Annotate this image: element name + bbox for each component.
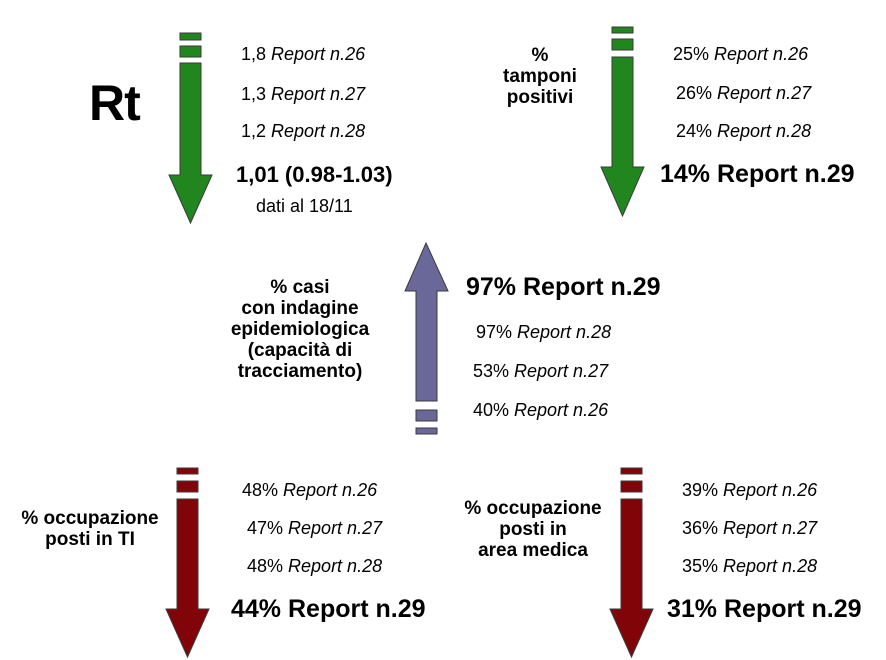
tamponi-row-26: 25% Report n.26: [673, 44, 809, 64]
rt-down-arrow: [168, 32, 213, 225]
tamponi-label: % tamponi positivi: [503, 45, 577, 108]
casi-label: % casi con indagine epidemiologica (capa…: [230, 277, 370, 382]
area-label: % occupazione posti in area medica: [464, 498, 602, 561]
area-row-26: 39% Report n.26: [682, 480, 818, 500]
casi-row-26: 40% Report n.26: [473, 400, 609, 420]
area-row-27: 36% Report n.27: [682, 518, 818, 538]
rt-row-28: 1,2 Report n.28: [241, 121, 366, 141]
area-current: 31% Report n.29: [667, 595, 862, 623]
ti-label: % occupazione posti in TI: [21, 508, 159, 550]
area-row-28: 35% Report n.28: [682, 556, 818, 576]
casi-up-arrow: [404, 241, 449, 435]
tamponi-current: 14% Report n.29: [660, 160, 855, 188]
casi-row-28: 97% Report n.28: [476, 322, 612, 342]
ti-down-arrow: [165, 467, 210, 659]
rt-row-27: 1,3 Report n.27: [241, 84, 366, 104]
rt-note: dati al 18/11: [256, 196, 353, 216]
rt-title: Rt: [89, 75, 141, 131]
area-down-arrow: [609, 467, 654, 659]
rt-row-26: 1,8 Report n.26: [241, 44, 366, 64]
ti-row-26: 48% Report n.26: [242, 480, 378, 500]
ti-current: 44% Report n.29: [231, 595, 426, 623]
casi-row-27: 53% Report n.27: [473, 361, 609, 381]
tamponi-row-28: 24% Report n.28: [676, 121, 812, 141]
casi-current: 97% Report n.29: [466, 273, 661, 301]
tamponi-down-arrow: [600, 26, 645, 218]
rt-current: 1,01 (0.98-1.03): [236, 162, 393, 187]
ti-row-27: 47% Report n.27: [247, 518, 383, 538]
ti-row-28: 48% Report n.28: [247, 556, 383, 576]
tamponi-row-27: 26% Report n.27: [676, 83, 812, 103]
